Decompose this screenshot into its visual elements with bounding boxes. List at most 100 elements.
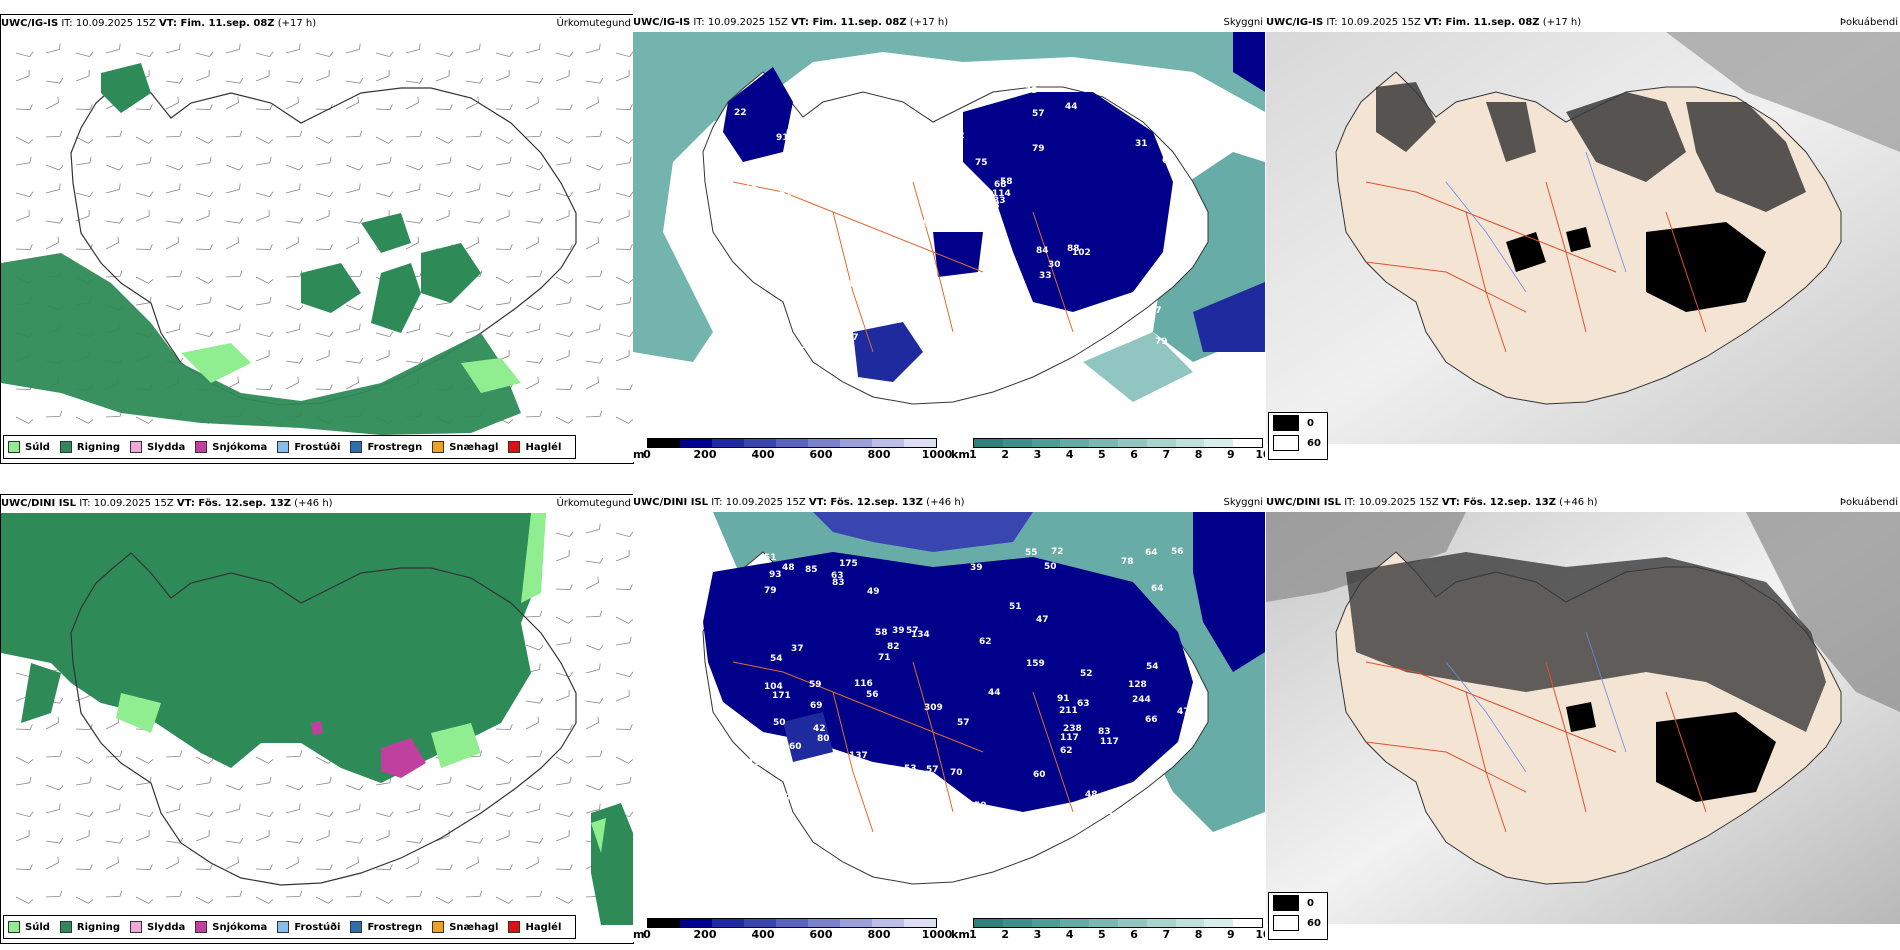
wind-barb bbox=[15, 51, 34, 58]
wind-barb bbox=[495, 756, 514, 764]
wind-barb bbox=[285, 183, 301, 194]
wind-barb bbox=[15, 244, 33, 251]
cloud-base-value: 55 bbox=[925, 204, 938, 214]
cloud-base-value: 70 bbox=[928, 130, 941, 140]
cloud-base-value: 84 bbox=[1036, 246, 1049, 256]
wind-barb bbox=[15, 776, 32, 786]
cloud-base-value: 134 bbox=[911, 630, 930, 640]
wind-barb bbox=[195, 210, 210, 222]
colorbar-segment bbox=[840, 919, 872, 927]
wind-barb bbox=[195, 104, 213, 111]
wind-barb bbox=[615, 104, 633, 111]
colorbar-unit: km bbox=[951, 928, 970, 941]
cloud-base-value: 51 bbox=[764, 553, 777, 563]
colorbar-tick: 0 bbox=[643, 448, 651, 461]
cloud-base-value: 66 bbox=[1001, 818, 1014, 828]
wind-barb bbox=[555, 830, 570, 842]
valid-time: VT: Fös. 12.sep. 13Z bbox=[808, 497, 923, 508]
init-time: IT: 10.09.2025 15Z bbox=[76, 498, 177, 509]
cloud-base-value: 79 bbox=[1032, 144, 1045, 154]
legend-swatch bbox=[130, 921, 143, 933]
wind-barb bbox=[75, 156, 92, 166]
colorbar-tick: 4 bbox=[1065, 448, 1074, 461]
model-name: UWC/IG-IS bbox=[1266, 17, 1324, 28]
wind-barb bbox=[345, 837, 364, 844]
fog-legend-row2: 0 60 bbox=[1268, 892, 1328, 940]
wind-barb bbox=[285, 43, 301, 54]
wind-barb bbox=[45, 96, 59, 110]
fog-header-row1: UWC/IG-IS IT: 10.09.2025 15Z VT: Fim. 11… bbox=[1266, 14, 1900, 32]
wind-barb bbox=[585, 523, 601, 534]
wind-barb bbox=[255, 136, 274, 144]
wind-barb bbox=[465, 890, 483, 898]
visibility-area bbox=[633, 32, 1265, 362]
wind-barb bbox=[135, 210, 150, 222]
legend-label: Snæhagl bbox=[449, 441, 499, 453]
colorbar-tick: 9 bbox=[1226, 448, 1235, 461]
wind-barb bbox=[345, 130, 363, 138]
legend-swatch bbox=[508, 921, 521, 933]
wind-barb bbox=[525, 784, 544, 791]
wind-barb bbox=[135, 830, 150, 842]
colorbar-segment bbox=[1233, 439, 1262, 447]
wind-barb bbox=[585, 697, 604, 704]
cloud-base-value: 116 bbox=[854, 679, 873, 689]
wind-barb bbox=[615, 416, 633, 424]
legend-swatch bbox=[8, 441, 20, 453]
wind-barb bbox=[555, 724, 573, 731]
wind-barb bbox=[585, 357, 604, 364]
colorbar-tick: 2 bbox=[1001, 448, 1010, 461]
wind-barb bbox=[465, 837, 484, 844]
wind-barb bbox=[255, 156, 272, 166]
wind-barb bbox=[465, 43, 481, 54]
legend-label: Frostúði bbox=[294, 921, 341, 933]
cloud-base-value: 37 bbox=[846, 333, 859, 343]
wind-barb bbox=[315, 331, 334, 338]
wind-barb bbox=[615, 331, 633, 338]
wind-barb bbox=[555, 584, 573, 591]
wind-barb bbox=[555, 51, 574, 58]
wind-barb bbox=[345, 164, 364, 171]
cloud-base-value: 89 bbox=[925, 300, 938, 310]
cloud-base-value: 63 bbox=[1077, 699, 1090, 709]
fog-dark-area bbox=[1346, 552, 1826, 732]
wind-barb bbox=[525, 750, 543, 758]
wind-barb bbox=[285, 376, 299, 390]
wind-barb bbox=[195, 864, 213, 871]
wind-barb bbox=[75, 51, 94, 58]
wind-barb bbox=[315, 191, 334, 198]
wind-barb bbox=[165, 217, 184, 224]
wind-barb bbox=[405, 183, 421, 194]
colorbar-tick: 5 bbox=[1098, 448, 1106, 461]
legend-item: Snjókoma bbox=[195, 921, 267, 933]
cloud-base-value: 61 bbox=[779, 189, 792, 199]
wind-barb bbox=[435, 104, 453, 111]
wind-barb bbox=[105, 164, 124, 171]
wind-barb bbox=[225, 183, 241, 194]
wind-barb bbox=[195, 70, 210, 82]
wind-barb bbox=[75, 416, 94, 424]
cloud-base-value: 75 bbox=[975, 158, 988, 168]
wind-barb bbox=[585, 130, 603, 138]
wind-barb bbox=[465, 323, 481, 334]
cloud-base-value: 47 bbox=[1036, 615, 1049, 625]
wind-barb bbox=[255, 776, 272, 786]
cloud-base-value: 78 bbox=[1121, 557, 1134, 567]
legend-item: Haglél bbox=[508, 441, 561, 453]
wind-barb bbox=[585, 557, 604, 564]
cloud-base-value: 58 bbox=[1000, 177, 1013, 187]
cloud-base-value: 50 bbox=[974, 801, 987, 811]
cloud-base-value: 55 bbox=[765, 748, 778, 758]
wind-barb bbox=[495, 70, 510, 82]
visibility-colorbar: 1 2 3 4 5 6 7 8 9 10 km bbox=[951, 438, 1265, 462]
fog-legend-max: 60 bbox=[1307, 917, 1321, 929]
wind-barb bbox=[435, 830, 450, 842]
wind-barb bbox=[225, 323, 241, 334]
wind-barb bbox=[555, 550, 570, 562]
cloud-base-value: 64 bbox=[1151, 584, 1164, 594]
cloud-base-value: 64 bbox=[1145, 548, 1158, 558]
colorbar-segment bbox=[1031, 919, 1061, 927]
precip-map-row1 bbox=[1, 43, 633, 435]
cloud-base-area bbox=[1193, 282, 1265, 352]
wind-barb bbox=[195, 776, 212, 786]
